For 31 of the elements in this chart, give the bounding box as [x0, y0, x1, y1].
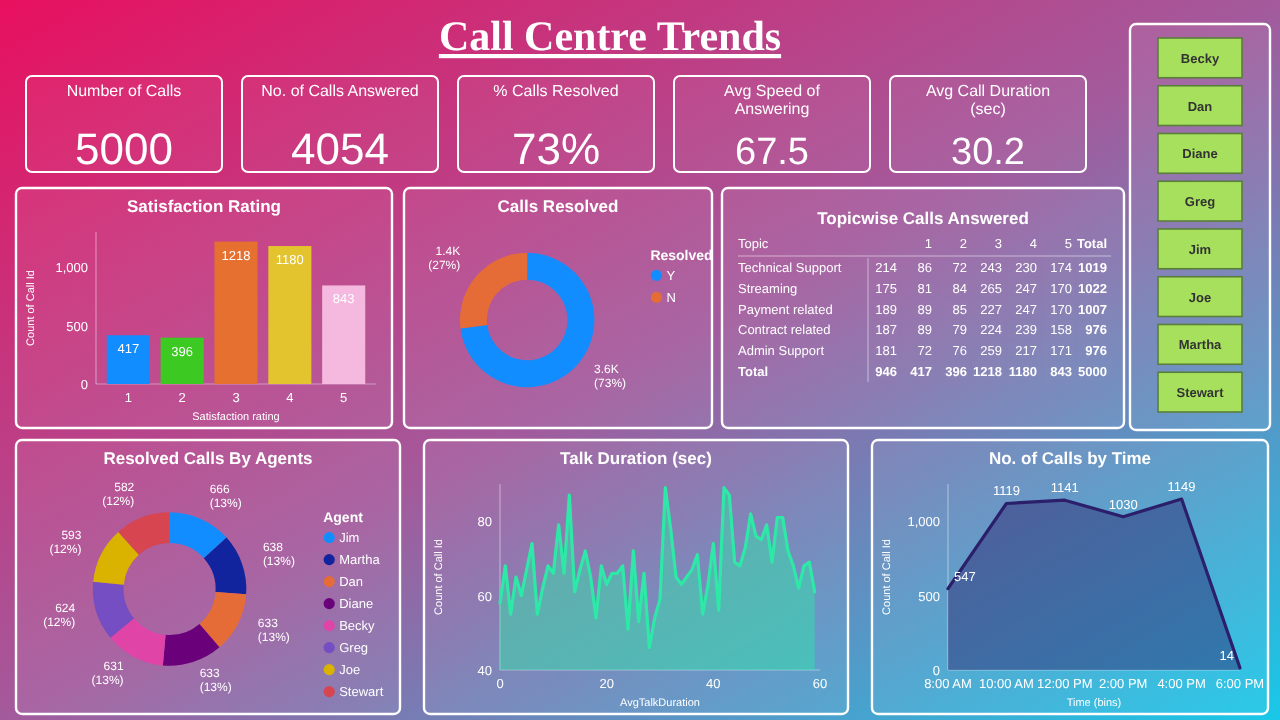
chart-title: No. of Calls by Time [988, 448, 1152, 468]
donut-slice [460, 252, 595, 388]
donut-slice [169, 512, 227, 559]
text: 30.2 [951, 132, 1025, 174]
text: No. of Calls Answered [261, 82, 419, 100]
text: Number of Calls [66, 82, 182, 100]
text: Avg Call Duration (sec) [925, 82, 1051, 118]
text: 4054 [291, 124, 389, 174]
chart-title: Satisfaction Rating [127, 196, 281, 216]
text: 73% [511, 124, 601, 174]
text: % Calls Resolved [493, 82, 619, 100]
text: Avg Speed of Answering [724, 82, 822, 118]
text: 5000 [75, 124, 173, 174]
donut-slice [199, 592, 247, 648]
chart-title: Resolved Calls By Agents [103, 448, 314, 468]
donut-slice [203, 537, 247, 595]
bar [268, 246, 312, 384]
chart-title: Calls Resolved [497, 196, 619, 216]
text: Call Centre Trends [438, 12, 782, 60]
donut-slice [118, 512, 170, 555]
bar [106, 335, 150, 384]
chart-title: Topicwise Calls Answered [817, 208, 1029, 228]
donut-slice [162, 623, 220, 666]
donut-slice [93, 531, 139, 585]
donut-slice [92, 581, 135, 638]
text: 67.5 [735, 132, 809, 174]
chart-title: Talk Duration (sec) [560, 448, 713, 468]
donut-slice [460, 252, 528, 329]
bar [214, 241, 258, 384]
bar [322, 285, 366, 384]
bar [160, 337, 204, 384]
